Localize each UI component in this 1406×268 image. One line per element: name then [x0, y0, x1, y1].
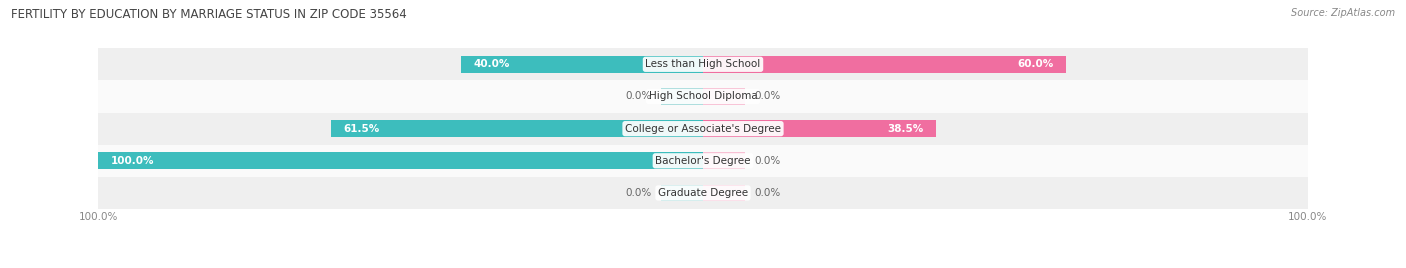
Bar	[98, 177, 1308, 209]
Text: 61.5%: 61.5%	[343, 124, 380, 134]
Bar	[703, 120, 936, 137]
Text: 40.0%: 40.0%	[474, 59, 509, 69]
Text: 0.0%: 0.0%	[755, 188, 780, 198]
Bar	[98, 80, 1308, 113]
Text: 0.0%: 0.0%	[626, 188, 651, 198]
Bar	[98, 145, 1308, 177]
Text: FERTILITY BY EDUCATION BY MARRIAGE STATUS IN ZIP CODE 35564: FERTILITY BY EDUCATION BY MARRIAGE STATU…	[11, 8, 406, 21]
Bar	[98, 48, 1308, 80]
Text: 0.0%: 0.0%	[755, 156, 780, 166]
Text: High School Diploma: High School Diploma	[648, 91, 758, 102]
Text: Less than High School: Less than High School	[645, 59, 761, 69]
Bar	[461, 56, 703, 73]
Text: 60.0%: 60.0%	[1018, 59, 1053, 69]
Text: Graduate Degree: Graduate Degree	[658, 188, 748, 198]
Text: 0.0%: 0.0%	[755, 91, 780, 102]
Bar	[661, 88, 703, 105]
Text: 100.0%: 100.0%	[111, 156, 155, 166]
Bar	[98, 113, 1308, 145]
Text: 0.0%: 0.0%	[626, 91, 651, 102]
Bar	[703, 56, 1066, 73]
Bar	[332, 120, 703, 137]
Bar	[703, 185, 745, 201]
Bar	[703, 152, 745, 169]
Bar	[98, 152, 703, 169]
Text: 38.5%: 38.5%	[887, 124, 924, 134]
Text: Source: ZipAtlas.com: Source: ZipAtlas.com	[1291, 8, 1395, 18]
Bar	[703, 88, 745, 105]
Bar	[661, 185, 703, 201]
Text: College or Associate's Degree: College or Associate's Degree	[626, 124, 780, 134]
Text: Bachelor's Degree: Bachelor's Degree	[655, 156, 751, 166]
